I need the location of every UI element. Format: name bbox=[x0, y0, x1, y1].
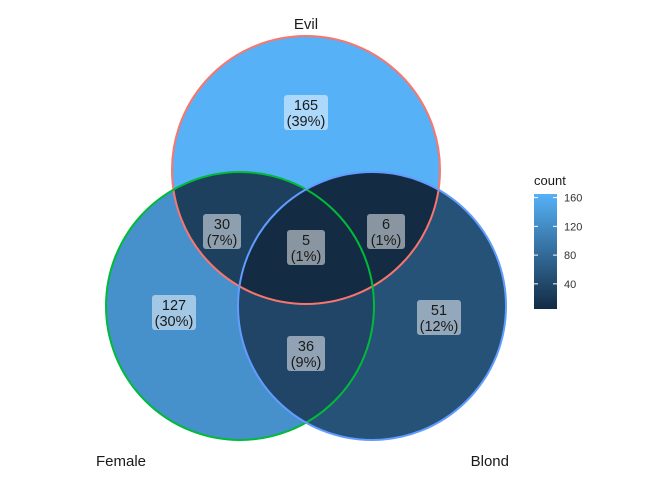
region-evil-blond-count: 6 bbox=[382, 217, 390, 233]
set-outlines bbox=[105, 35, 507, 441]
region-female-label: 127(30%) bbox=[152, 295, 196, 330]
blond-set-label: Blond bbox=[471, 453, 509, 470]
region-evil-percent: (39%) bbox=[287, 114, 326, 130]
region-female-count: 127 bbox=[162, 298, 186, 314]
region-blond-label: 51(12%) bbox=[417, 300, 461, 335]
region-evil-label: 165(39%) bbox=[284, 95, 328, 130]
color-legend: count 40 80 120 160 bbox=[534, 173, 582, 309]
legend-colorbar bbox=[534, 194, 557, 309]
region-evil-blond-label: 6(1%) bbox=[367, 214, 405, 249]
legend-tick-label: 120 bbox=[564, 221, 582, 233]
evil-circle-outline bbox=[171, 35, 441, 305]
region-evil-female-blond-label: 5(1%) bbox=[287, 230, 325, 265]
female-set-label: Female bbox=[96, 453, 146, 470]
region-evil-female-blond-count: 5 bbox=[302, 233, 310, 249]
region-blond-count: 51 bbox=[431, 303, 447, 319]
region-labels: 165(39%)127(30%)51(12%)30(7%)6(1%)36(9%)… bbox=[152, 95, 461, 371]
region-female-blond-count: 36 bbox=[298, 339, 314, 355]
region-evil-female-label: 30(7%) bbox=[203, 214, 241, 249]
region-evil-label-box bbox=[284, 95, 328, 130]
region-female-blond-percent: (9%) bbox=[291, 355, 322, 371]
region-blond-label-box bbox=[417, 300, 461, 335]
legend-title: count bbox=[534, 173, 566, 188]
legend-tick-label: 80 bbox=[564, 250, 576, 262]
region-evil-female-blond-percent: (1%) bbox=[291, 249, 322, 265]
evil-set-label: Evil bbox=[294, 16, 318, 33]
region-evil-female-count: 30 bbox=[214, 217, 230, 233]
legend-tick-label: 40 bbox=[564, 279, 576, 291]
set-names: Evil Female Blond bbox=[96, 16, 509, 470]
region-evil-female-blond-label-box bbox=[287, 230, 325, 265]
region-female-blond-label: 36(9%) bbox=[287, 336, 325, 371]
region-evil-count: 165 bbox=[294, 98, 318, 114]
female-circle-outline bbox=[105, 171, 375, 441]
region-evil-blond-label-box bbox=[367, 214, 405, 249]
region-evil-blond-percent: (1%) bbox=[371, 233, 402, 249]
region-evil-female-label-box bbox=[203, 214, 241, 249]
legend-tick-label: 160 bbox=[564, 193, 582, 205]
region-blond-percent: (12%) bbox=[420, 319, 459, 335]
region-female-percent: (30%) bbox=[155, 314, 194, 330]
region-female-label-box bbox=[152, 295, 196, 330]
region-female-blond-label-box bbox=[287, 336, 325, 371]
region-evil-female-percent: (7%) bbox=[207, 233, 238, 249]
blond-circle-outline bbox=[237, 171, 507, 441]
